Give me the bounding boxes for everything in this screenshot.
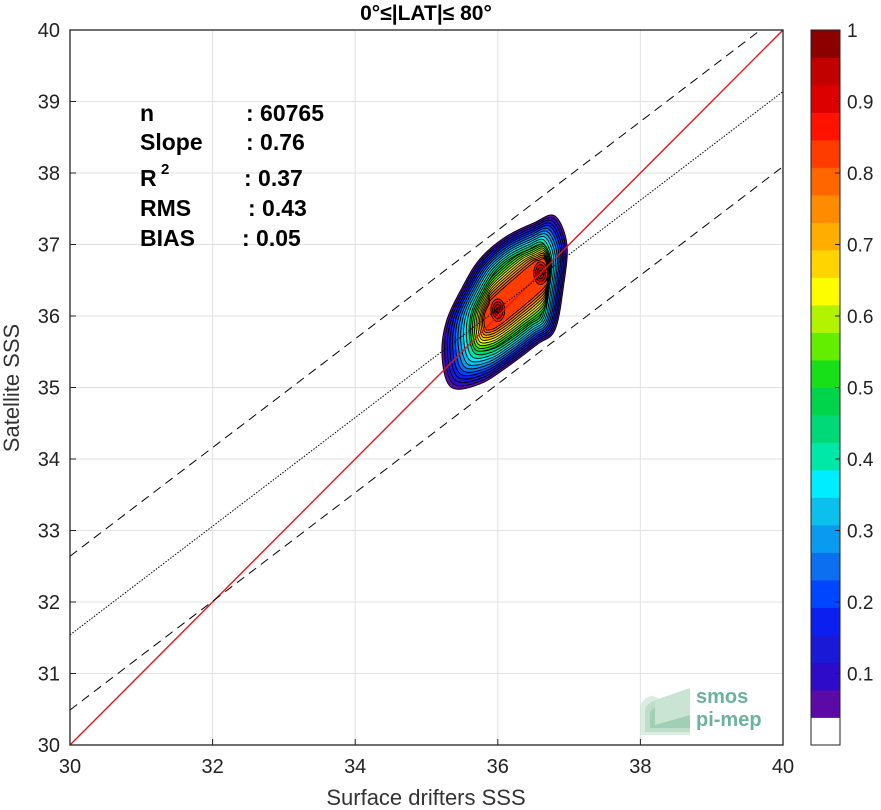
x-tick-label: 32 (201, 756, 223, 778)
colorbar-tick-label: 0.1 (847, 665, 873, 686)
regression-line (70, 91, 783, 636)
colorbar-segment (811, 222, 840, 251)
stat-value: : 60765 (246, 100, 324, 126)
x-tick-label: 34 (344, 756, 366, 778)
y-tick-label: 38 (38, 163, 60, 185)
x-tick-label: 30 (59, 756, 81, 778)
stat-value: : 0.76 (246, 129, 305, 155)
axis-ticks: 30 32 34 36 38 40 30 31 32 33 34 35 36 37 38 39 40 (38, 20, 794, 778)
colorbar-segment (811, 525, 840, 553)
colorbar-segment (811, 387, 840, 416)
density-contours (441, 214, 568, 390)
stat-label: n (140, 100, 154, 126)
y-tick-label: 33 (38, 521, 60, 543)
y-tick-label: 39 (38, 92, 60, 114)
colorbar-segment (811, 662, 840, 691)
colorbar-segment (811, 607, 840, 636)
colorbar-tick-label: 0.2 (847, 593, 873, 614)
colorbar-segment (811, 360, 840, 388)
logo-line-2: pi-mep (696, 709, 762, 731)
colorbar-segment (811, 277, 840, 306)
y-tick-label: 36 (38, 306, 60, 328)
y-tick-label: 31 (38, 664, 60, 686)
colorbar-segment (811, 140, 840, 168)
colorbar-segment (811, 470, 840, 498)
y-tick-label: 32 (38, 592, 60, 614)
y-tick-label: 37 (38, 235, 60, 257)
stat-label: R (140, 165, 157, 191)
colorbar-tick-label: 0.9 (847, 93, 873, 114)
colorbar-tick-label: 0.4 (847, 450, 874, 471)
x-tick-label: 40 (772, 756, 794, 778)
stat-superscript: 2 (161, 161, 169, 178)
stat-label: RMS (140, 195, 191, 221)
colorbar-tick-label: 1 (847, 21, 858, 42)
y-tick-label: 40 (38, 20, 60, 42)
colorbar-segment (811, 57, 840, 86)
x-tick-label: 36 (487, 756, 509, 778)
colorbar-segment (811, 635, 840, 663)
colorbar: 0.1 0.2 0.3 0.4 0.5 0.6 0.7 0.8 0.9 1 (810, 21, 874, 746)
stat-label: Slope (140, 129, 203, 155)
colorbar-tick-label: 0.7 (847, 236, 873, 257)
statistics-box: n : 60765 Slope : 0.76 R 2 : 0.37 RMS : 0.43 BIAS… (140, 100, 324, 251)
grid-lines (69, 29, 784, 746)
colorbar-segment (811, 167, 840, 196)
colorbar-segment (811, 30, 840, 58)
density-contour-core (495, 306, 500, 314)
colorbar-segment (811, 250, 840, 278)
logo-waves-icon (640, 688, 690, 735)
stat-value: : 0.37 (244, 165, 303, 191)
y-axis-label: Satellite SSS (0, 324, 24, 452)
colorbar-segment (811, 195, 840, 223)
colorbar-tick-label: 0.3 (847, 522, 873, 543)
y-tick-label: 30 (38, 735, 60, 757)
logo-line-1: smos (696, 686, 748, 708)
colorbar-segment (811, 552, 840, 581)
x-tick-label: 38 (629, 756, 651, 778)
colorbar-segment (811, 112, 840, 141)
stat-label: BIAS (140, 225, 195, 251)
smos-pimep-logo: smos pi-mep (640, 686, 762, 735)
colorbar-segment (811, 332, 840, 361)
reference-lines (70, 30, 783, 745)
colorbar-segment (811, 497, 840, 526)
colorbar-segment (811, 580, 840, 608)
y-tick-label: 34 (38, 449, 60, 471)
colorbar-tick-label: 0.5 (847, 379, 873, 400)
colorbar-segment (811, 85, 840, 113)
stat-value: : 0.43 (248, 195, 307, 221)
colorbar-segment (811, 415, 840, 443)
stat-value: : 0.05 (242, 225, 301, 251)
colorbar-tick-label: 0.8 (847, 164, 873, 185)
colorbar-segment (811, 442, 840, 471)
colorbar-segment (811, 690, 840, 718)
colorbar-segment (811, 717, 840, 746)
chart-title: 0°≤|LAT|≤ 80° (360, 2, 492, 25)
x-axis-label: Surface drifters SSS (326, 785, 525, 810)
colorbar-segment (811, 305, 840, 333)
y-tick-label: 35 (38, 378, 60, 400)
colorbar-tick-label: 0.6 (847, 307, 873, 328)
one-to-one-line (70, 30, 783, 745)
